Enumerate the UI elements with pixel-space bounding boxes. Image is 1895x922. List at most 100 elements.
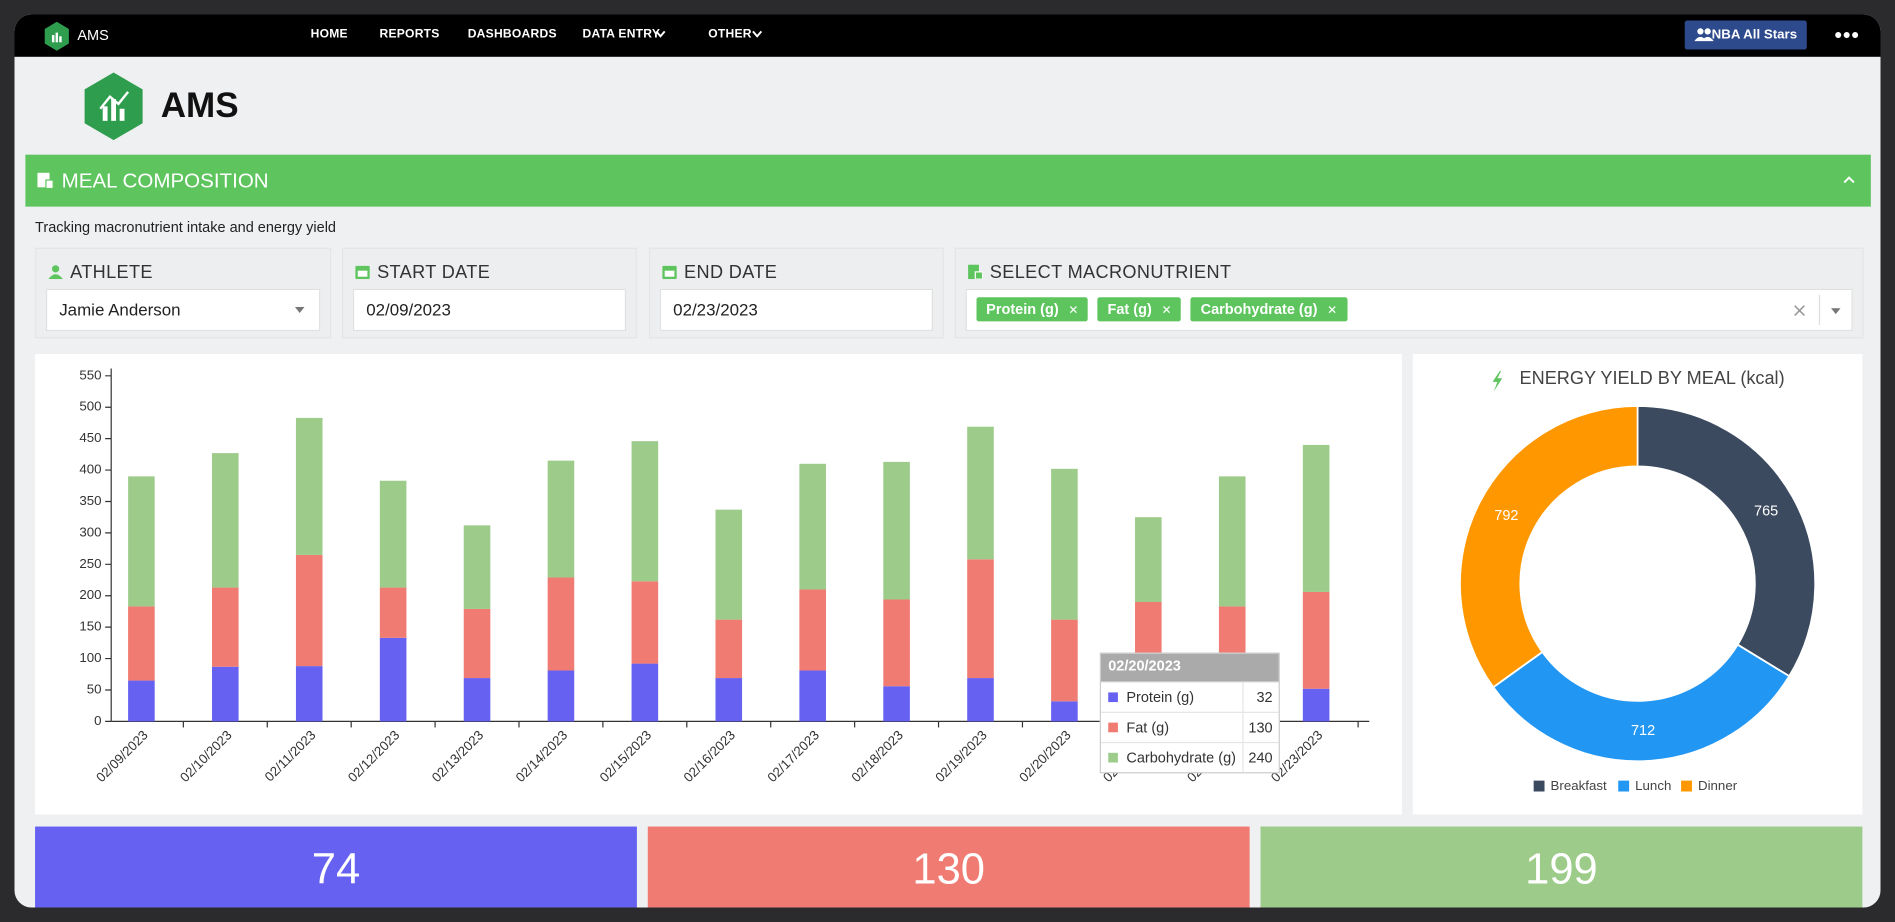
icon — [355, 265, 370, 280]
filter-label: START DATE — [377, 262, 491, 283]
bar-segment — [212, 587, 239, 667]
logo — [84, 72, 143, 141]
nav-bar: AMS HOME REPORTS DASHBOARDS DATA ENTRY O… — [14, 14, 1881, 57]
chip-remove[interactable]: ✕ — [1327, 304, 1338, 318]
section-title: MEAL COMPOSITION — [61, 169, 269, 193]
nav-item[interactable]: REPORTS — [379, 27, 440, 42]
filter-label: END DATE — [684, 262, 778, 283]
pie-panel: ENERGY YIELD BY MEAL (kcal) 765 712 792 Bre… — [1412, 354, 1863, 815]
bar-segment — [379, 637, 407, 722]
subtitle: Tracking macronutrient intake and energy… — [35, 218, 337, 236]
macro-select[interactable]: Protein (g) ✕ Fat (g) ✕ Carbohydrate (g) ✕ — [965, 288, 1853, 332]
clear-icon[interactable] — [1793, 305, 1805, 317]
nav-logo — [44, 21, 69, 51]
swatch — [1108, 692, 1118, 703]
bolt-icon — [1492, 370, 1503, 392]
bar-segment — [883, 461, 910, 600]
y-tick-label: 150 — [79, 619, 101, 634]
x-tick-label: 02/17/2023 — [764, 727, 822, 785]
bar-segment — [547, 670, 575, 722]
bar-segment — [631, 441, 659, 582]
tooltip-name: Protein (g) — [1126, 688, 1195, 706]
bar-segment — [128, 606, 155, 681]
x-tick-label: 02/13/2023 — [429, 727, 487, 785]
chip[interactable]: Carbohydrate (g) ✕ — [1190, 297, 1347, 322]
collapse-icon[interactable] — [1843, 175, 1855, 185]
nav-item[interactable]: DATA ENTRY — [582, 27, 661, 42]
chip-label: Carbohydrate (g) — [1200, 300, 1318, 318]
filter-label: SELECT MACRONUTRIENT — [989, 262, 1232, 283]
end-date-input[interactable]: 02/23/2023 — [659, 288, 934, 332]
bar-segment — [295, 417, 323, 555]
bar-segment — [1302, 688, 1330, 722]
swatch — [1108, 752, 1118, 763]
filter-label: ATHLETE — [70, 262, 153, 283]
y-tick-label: 0 — [94, 713, 101, 728]
x-tick-label: 02/15/2023 — [597, 727, 655, 785]
bar-segment — [295, 666, 323, 722]
chip-remove[interactable]: ✕ — [1161, 304, 1172, 318]
bar-segment — [212, 453, 239, 588]
icon — [968, 264, 983, 280]
start-date-input[interactable]: 02/09/2023 — [352, 288, 627, 332]
bar-segment — [212, 666, 239, 722]
team-button[interactable]: NBA All Stars — [1684, 20, 1807, 50]
tooltip: 02/20/2023 Protein (g) 32 Fat (g) 130 Carb… — [1099, 652, 1280, 774]
chip[interactable]: Fat (g) ✕ — [1097, 297, 1182, 322]
team-icon — [1694, 28, 1714, 42]
nav-item[interactable]: DASHBOARDS — [467, 27, 557, 42]
y-tick-label: 100 — [79, 650, 101, 665]
bar-segment — [1218, 476, 1246, 607]
bar-segment — [463, 608, 491, 679]
athlete-select[interactable]: Jamie Anderson — [45, 288, 321, 332]
y-tick-label: 250 — [79, 556, 101, 571]
more-menu[interactable] — [1835, 31, 1859, 39]
x-tick-label: 02/19/2023 — [932, 727, 990, 785]
y-tick-label: 550 — [79, 367, 101, 382]
slice-label: 712 — [1631, 723, 1655, 739]
bar-segment — [715, 619, 743, 679]
bar-segment — [128, 476, 155, 607]
kpi-card: 199 — [1260, 826, 1863, 908]
donut-slice — [1459, 405, 1639, 689]
nav-item[interactable]: OTHER — [708, 27, 752, 42]
logo-text: AMS — [160, 87, 239, 126]
dropdown-arrow — [294, 306, 305, 313]
x-tick-label: 02/12/2023 — [345, 727, 403, 785]
dropdown-arrow — [1830, 308, 1841, 315]
slice-label: 765 — [1754, 503, 1778, 519]
tooltip-value: 240 — [1242, 743, 1278, 773]
kpi-card: 74 — [35, 826, 637, 908]
tooltip-row: Fat (g) 130 — [1100, 711, 1279, 742]
nav-item[interactable]: HOME — [310, 27, 348, 42]
bar-segment — [128, 680, 155, 722]
chip[interactable]: Protein (g) ✕ — [976, 297, 1089, 322]
legend-swatch — [1618, 780, 1630, 792]
pie-title: ENERGY YIELD BY MEAL (kcal) — [1520, 368, 1785, 388]
chevron — [655, 30, 666, 38]
y-tick-label: 400 — [79, 462, 101, 477]
bar-chart: 0 50 100 150 200 250 300 350 400 450 500 550 02/09/2… — [79, 367, 1370, 785]
icon — [48, 265, 63, 280]
section-header[interactable]: MEAL COMPOSITION — [25, 154, 1871, 207]
tooltip-value: 130 — [1242, 712, 1278, 742]
bar-segment — [463, 525, 491, 609]
filter-card: END DATE 02/23/2023 — [648, 247, 944, 339]
chip-label: Protein (g) — [986, 300, 1059, 318]
bar-segment — [379, 587, 407, 638]
filter-card: START DATE 02/09/2023 — [342, 247, 637, 339]
x-tick-label: 02/16/2023 — [681, 727, 739, 785]
bar-segment — [295, 554, 323, 667]
section-icon — [37, 172, 54, 189]
bar-segment — [1302, 591, 1330, 689]
brand[interactable]: AMS — [77, 26, 109, 44]
chip-remove[interactable]: ✕ — [1068, 304, 1079, 318]
bar-segment — [883, 599, 910, 687]
legend-swatch — [1681, 780, 1692, 792]
tooltip-title: 02/20/2023 — [1100, 653, 1279, 682]
bar-segment — [631, 581, 659, 664]
donut-slice — [1636, 405, 1817, 678]
filter-card: SELECT MACRONUTRIENT Protein (g) ✕ Fat (g)… — [954, 247, 1864, 339]
